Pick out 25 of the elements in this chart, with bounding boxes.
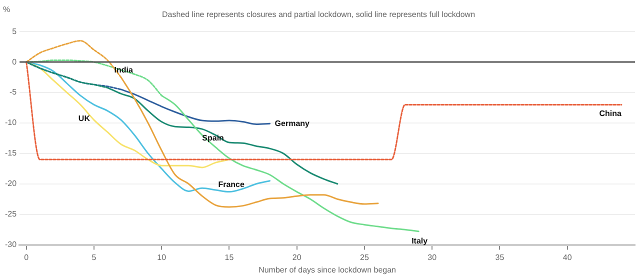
annotation: Germany: [274, 118, 310, 128]
x-tick-label: 15: [224, 252, 234, 262]
y-tick-label: -30: [5, 240, 18, 250]
annotation: UK: [78, 114, 90, 123]
annotation: Italy: [412, 236, 428, 246]
x-tick-label: 40: [562, 252, 572, 262]
x-tick-label: 25: [360, 252, 370, 262]
x-tick-label: 0: [24, 252, 30, 262]
annotation: China: [599, 108, 622, 118]
y-tick-label: -20: [5, 179, 18, 188]
x-tick-label: 10: [157, 252, 167, 262]
y-tick-label: 5: [12, 26, 18, 36]
y-tick-label: 0: [12, 57, 18, 66]
annotation: France: [218, 180, 245, 190]
chart-title: Dashed line represents closures and partial lockdown, solid line represents full lockdown: [162, 10, 476, 20]
x-tick-label: 5: [92, 252, 97, 262]
y-tick-label: -10: [5, 118, 18, 128]
x-tick-label: 30: [428, 252, 438, 262]
x-tick-label: 20: [292, 252, 302, 262]
x-tick-label: 35: [495, 252, 505, 262]
y-tick-label: -25: [5, 210, 18, 219]
y-axis-title: %: [3, 5, 10, 14]
x-axis-title: Number of days since lockdown began: [258, 265, 396, 274]
y-tick-label: -5: [9, 88, 18, 97]
y-tick-label: -15: [5, 148, 18, 158]
